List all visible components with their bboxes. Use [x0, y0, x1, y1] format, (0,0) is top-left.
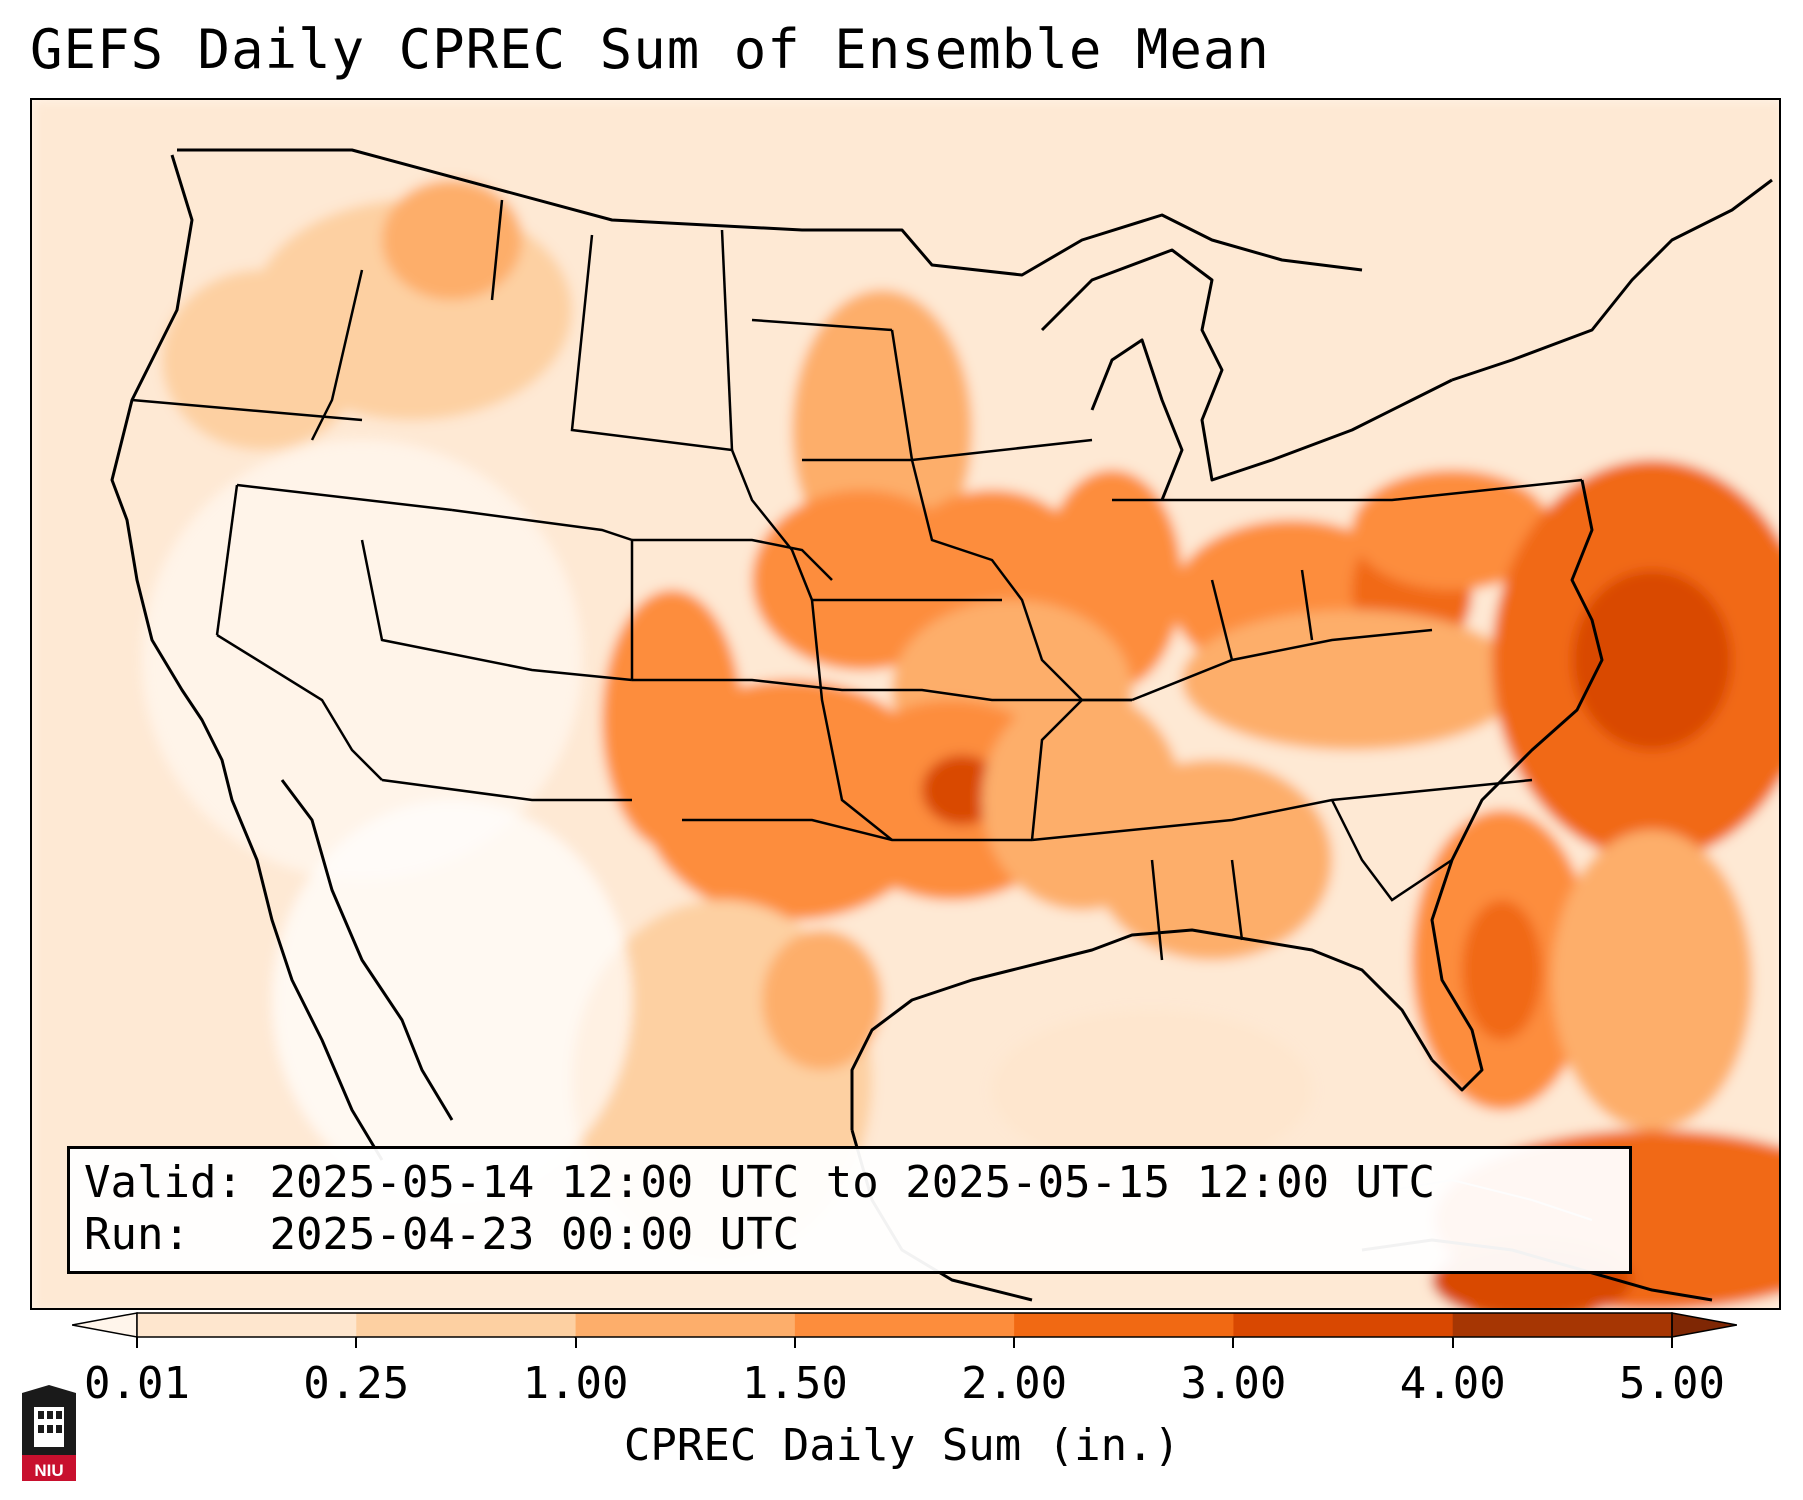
- logo-text: NIU: [34, 1461, 63, 1480]
- colorbar-tick-mark: [1451, 1338, 1454, 1348]
- colorbar-segment: [794, 1313, 1015, 1337]
- colorbar-tick-label: 3.00: [1180, 1358, 1287, 1409]
- colorbar-tick-mark: [793, 1338, 796, 1348]
- run-label: Run:: [84, 1209, 190, 1260]
- valid-label: Valid:: [84, 1157, 243, 1208]
- map-title: GEFS Daily CPREC Sum of Ensemble Mean: [30, 18, 1270, 81]
- colorbar-tick-mark: [1232, 1338, 1235, 1348]
- run-value: 2025-04-23 00:00 UTC: [269, 1209, 800, 1260]
- colorbar-segment: [137, 1313, 357, 1337]
- valid-line: Valid: 2025-05-14 12:00 UTC to 2025-05-1…: [84, 1157, 1435, 1208]
- colorbar-outline: [136, 1312, 1673, 1338]
- colorbar-title: CPREC Daily Sum (in.): [623, 1420, 1181, 1471]
- colorbar-tick-label: 2.00: [961, 1358, 1068, 1409]
- state-borders: [131, 199, 1583, 961]
- colorbar-tick-label: 1.00: [522, 1358, 629, 1409]
- colorbar-underflow-arrow: [71, 1312, 138, 1338]
- colorbar-tick-mark: [355, 1338, 358, 1348]
- colorbar-tick-label: 5.00: [1619, 1358, 1725, 1409]
- colorbar-tick-label: 4.00: [1399, 1358, 1506, 1409]
- valid-run-info-box: Valid: 2025-05-14 12:00 UTC to 2025-05-1…: [67, 1146, 1632, 1274]
- colorbar-tick-mark: [574, 1338, 577, 1348]
- colorbar-segment: [356, 1313, 577, 1337]
- colorbar-tick-label: 0.01: [84, 1358, 190, 1409]
- colorbar-tick-label: 0.25: [303, 1358, 410, 1409]
- colorbar-segment: [575, 1313, 796, 1337]
- colorbar-segment: [1233, 1313, 1454, 1337]
- colorbar-segment: [1452, 1313, 1673, 1337]
- university-tower-icon: NIU: [20, 1385, 78, 1483]
- precipitation-map: [30, 98, 1781, 1310]
- colorbar-overflow-arrow: [1671, 1312, 1738, 1338]
- valid-value: 2025-05-14 12:00 UTC to 2025-05-15 12:00…: [269, 1157, 1436, 1208]
- colorbar-tick-mark: [1671, 1338, 1673, 1348]
- colorbar-tick-mark: [1013, 1338, 1016, 1348]
- colorbar: [71, 1312, 1738, 1338]
- precip-field: [32, 100, 1779, 1308]
- colorbar-tick-mark: [136, 1338, 138, 1348]
- run-line: Run: 2025-04-23 00:00 UTC: [84, 1209, 799, 1260]
- colorbar-tick-label: 1.50: [741, 1358, 848, 1409]
- colorbar-segment: [1014, 1313, 1234, 1337]
- coastlines: [110, 148, 1773, 1302]
